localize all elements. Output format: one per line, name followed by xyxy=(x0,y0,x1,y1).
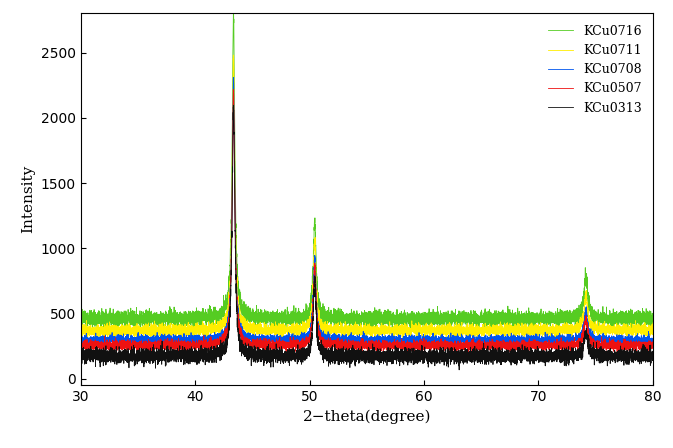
KCu0711 xyxy=(649,320,657,326)
KCu0716 xyxy=(284,316,292,321)
X-axis label: 2−theta(degree): 2−theta(degree) xyxy=(303,410,431,424)
KCu0708 xyxy=(415,339,423,344)
KCu0507 xyxy=(106,340,114,345)
KCu0716 xyxy=(415,313,423,318)
KCu0507 xyxy=(284,344,292,349)
Y-axis label: Intensity: Intensity xyxy=(22,165,35,233)
KCu0716 xyxy=(532,318,540,323)
KCu0711 xyxy=(77,330,85,335)
KCu0716 xyxy=(106,312,114,317)
KCu0711 xyxy=(507,338,516,343)
KCu0716 xyxy=(501,313,509,319)
KCu0313 xyxy=(415,348,423,353)
KCu0708 xyxy=(440,336,448,341)
KCu0507 xyxy=(501,344,509,349)
KCu0708 xyxy=(106,338,114,344)
KCu0507 xyxy=(440,348,448,353)
KCu0313 xyxy=(649,358,657,363)
KCu0711 xyxy=(284,326,292,331)
KCu0507 xyxy=(415,345,423,351)
KCu0708 xyxy=(532,334,540,339)
KCu0708 xyxy=(77,340,85,345)
KCu0313 xyxy=(532,355,540,360)
KCu0708 xyxy=(229,75,238,80)
KCu0716 xyxy=(207,329,215,334)
KCu0507 xyxy=(77,345,85,351)
KCu0313 xyxy=(77,355,85,360)
KCu0716 xyxy=(440,321,448,327)
KCu0716 xyxy=(649,314,657,320)
KCu0313 xyxy=(455,367,463,373)
KCu0711 xyxy=(106,329,114,334)
KCu0711 xyxy=(501,328,509,334)
KCu0708 xyxy=(501,338,509,343)
KCu0711 xyxy=(229,52,238,58)
KCu0711 xyxy=(532,327,540,332)
KCu0708 xyxy=(284,332,292,338)
KCu0313 xyxy=(106,351,114,356)
Line: KCu0507: KCu0507 xyxy=(81,90,653,354)
Legend: KCu0716, KCu0711, KCu0708, KCu0507, KCu0313: KCu0716, KCu0711, KCu0708, KCu0507, KCu0… xyxy=(543,20,647,120)
Line: KCu0716: KCu0716 xyxy=(81,6,653,332)
KCu0313 xyxy=(501,350,509,355)
KCu0711 xyxy=(415,330,423,335)
KCu0507 xyxy=(229,87,238,92)
Line: KCu0711: KCu0711 xyxy=(81,55,653,340)
KCu0708 xyxy=(649,338,657,343)
KCu0313 xyxy=(440,353,448,359)
Line: KCu0708: KCu0708 xyxy=(81,78,653,349)
KCu0711 xyxy=(440,326,448,331)
KCu0313 xyxy=(229,103,238,108)
KCu0716 xyxy=(77,306,85,311)
KCu0507 xyxy=(476,352,484,357)
KCu0507 xyxy=(649,346,657,351)
Line: KCu0313: KCu0313 xyxy=(81,105,653,370)
KCu0716 xyxy=(229,4,238,9)
KCu0708 xyxy=(157,346,165,351)
KCu0507 xyxy=(532,346,540,352)
KCu0313 xyxy=(284,349,292,354)
